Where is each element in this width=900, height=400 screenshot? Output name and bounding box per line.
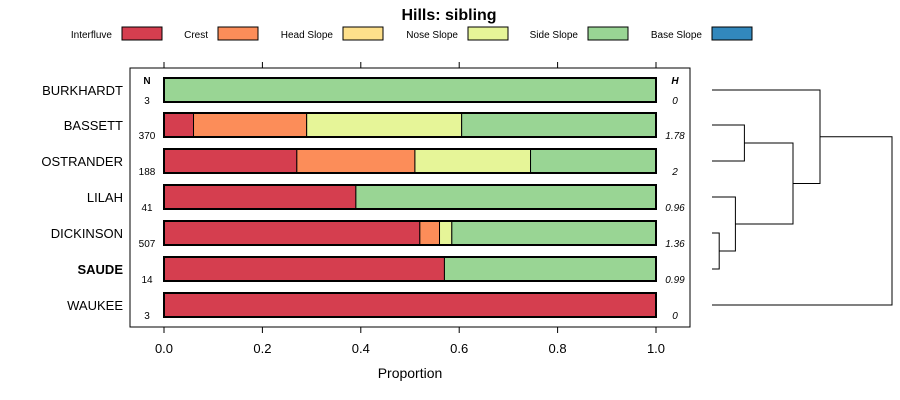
h-value-ostrander: 2	[671, 167, 678, 178]
dendrogram-link	[712, 136, 893, 306]
legend-label-side-slope: Side Slope	[530, 30, 579, 41]
x-tick-label: 0.2	[253, 341, 271, 356]
bar-segment-ostrander-nose-slope	[414, 148, 532, 174]
bar-segment-dickinson-interfluve	[163, 220, 421, 246]
bar-segment-saude-interfluve	[163, 256, 445, 282]
row-label-bassett: BASSETT	[64, 118, 123, 133]
legend-label-interfluve: Interfluve	[71, 30, 113, 41]
bar-outline-dickinson	[163, 220, 657, 246]
bar-segment-ostrander-interfluve	[163, 148, 298, 174]
bar-segment-burkhardt-side-slope	[163, 77, 657, 103]
legend-label-nose-slope: Nose Slope	[406, 30, 458, 41]
h-value-waukee: 0	[672, 311, 678, 322]
x-tick-label: 0.8	[549, 341, 567, 356]
bar-outline-saude	[163, 256, 657, 282]
row-label-ostrander: OSTRANDER	[41, 154, 123, 169]
bar-segment-ostrander-side-slope	[530, 148, 657, 174]
bar-segment-dickinson-side-slope	[451, 220, 657, 246]
n-value-saude: 14	[141, 275, 153, 286]
legend-swatch-side-slope	[587, 26, 629, 41]
legend-swatch-crest	[217, 26, 259, 41]
n-value-ostrander: 188	[139, 167, 156, 178]
bar-outline-waukee	[163, 292, 657, 318]
row-label-lilah: LILAH	[87, 190, 123, 205]
chart-title: Hills: sibling	[401, 7, 496, 24]
x-tick-label: 0.0	[155, 341, 173, 356]
n-header: N	[143, 76, 150, 87]
bar-segment-ostrander-crest	[296, 148, 416, 174]
row-label-waukee: WAUKEE	[67, 298, 123, 313]
dendrogram-link	[712, 196, 736, 252]
dendrogram	[712, 89, 893, 306]
bar-segment-bassett-crest	[193, 112, 308, 138]
row-label-dickinson: DICKINSON	[51, 226, 123, 241]
n-value-burkhardt: 3	[144, 96, 150, 107]
x-tick-label: 1.0	[647, 341, 665, 356]
bar-segment-saude-side-slope	[443, 256, 657, 282]
dendrogram-link	[712, 89, 821, 184]
legend-swatch-head-slope	[342, 26, 384, 41]
x-axis-title: Proportion	[378, 365, 443, 381]
bar-segment-lilah-side-slope	[355, 184, 657, 210]
legend: Interfluve Crest Head Slope Nose Slope Side …	[71, 26, 753, 41]
bar-outline-ostrander	[163, 148, 657, 174]
n-value-bassett: 370	[139, 131, 156, 142]
plot-frame	[129, 67, 691, 328]
h-value-saude: 0.99	[665, 275, 685, 286]
bar-segment-dickinson-nose-slope	[439, 220, 453, 246]
bar-segment-bassett-side-slope	[461, 112, 657, 138]
n-value-lilah: 41	[141, 203, 153, 214]
legend-label-base-slope: Base Slope	[651, 30, 703, 41]
legend-label-head-slope: Head Slope	[281, 30, 334, 41]
h-value-dickinson: 1.36	[665, 239, 685, 250]
bar-segment-bassett-interfluve	[163, 112, 195, 138]
h-header: H	[671, 76, 679, 87]
n-value-waukee: 3	[144, 311, 150, 322]
legend-swatch-base-slope	[711, 26, 753, 41]
bar-outline-bassett	[163, 112, 657, 138]
row-label-saude: SAUDE	[77, 262, 123, 277]
dendrogram-link	[712, 124, 745, 162]
x-tick-label: 0.6	[450, 341, 468, 356]
plot-area: 0.0 0.2 0.4 0.6 0.8 1.0 N H BURKHARDT 3 0 BASSETT 37…	[41, 62, 691, 356]
legend-swatch-interfluve	[121, 26, 163, 41]
bar-outline-lilah	[163, 184, 657, 210]
bar-segment-dickinson-crest	[419, 220, 441, 246]
h-value-bassett: 1.78	[665, 131, 685, 142]
bar-segment-bassett-nose-slope	[306, 112, 463, 138]
bar-segment-waukee-interfluve	[163, 292, 657, 318]
row-label-burkhardt: BURKHARDT	[42, 83, 123, 98]
h-value-lilah: 0.96	[665, 203, 685, 214]
dendrogram-link	[712, 232, 720, 270]
h-value-burkhardt: 0	[672, 96, 678, 107]
legend-label-crest: Crest	[184, 30, 208, 41]
bar-segment-lilah-interfluve	[163, 184, 357, 210]
legend-swatch-nose-slope	[467, 26, 509, 41]
bar-outline-burkhardt	[163, 77, 657, 103]
n-value-dickinson: 507	[139, 239, 156, 250]
x-tick-label: 0.4	[352, 341, 370, 356]
